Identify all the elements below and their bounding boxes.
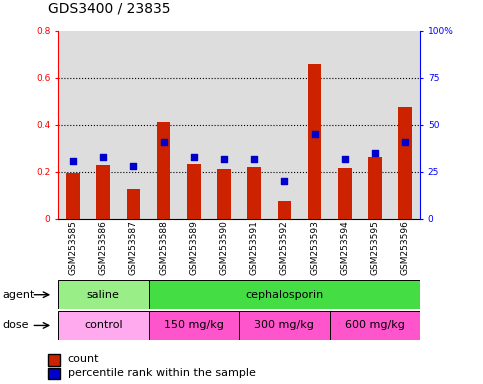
Point <box>250 156 258 162</box>
Point <box>160 139 168 145</box>
Bar <box>360 31 390 219</box>
Point <box>99 154 107 160</box>
Text: cephalosporin: cephalosporin <box>245 290 324 300</box>
Bar <box>66 173 80 219</box>
Bar <box>217 169 231 219</box>
Text: GDS3400 / 23835: GDS3400 / 23835 <box>48 2 171 15</box>
Text: count: count <box>68 354 99 364</box>
Point <box>281 178 288 184</box>
Text: 600 mg/kg: 600 mg/kg <box>345 320 405 331</box>
Bar <box>308 64 321 219</box>
Bar <box>58 280 149 309</box>
Bar <box>187 164 200 219</box>
Point <box>129 163 137 169</box>
Bar <box>209 31 239 219</box>
Bar <box>398 107 412 219</box>
Bar <box>88 31 118 219</box>
Bar <box>58 31 88 219</box>
Bar <box>247 167 261 219</box>
Bar <box>330 31 360 219</box>
Point <box>371 150 379 156</box>
Text: 300 mg/kg: 300 mg/kg <box>255 320 314 331</box>
Point <box>341 156 349 162</box>
Point <box>220 156 228 162</box>
Bar <box>149 280 420 309</box>
Bar <box>390 31 420 219</box>
Bar <box>299 31 330 219</box>
Bar <box>270 31 299 219</box>
Point <box>311 131 318 137</box>
Bar <box>368 157 382 219</box>
Text: saline: saline <box>87 290 120 300</box>
Bar <box>118 31 149 219</box>
Bar <box>239 311 330 340</box>
Bar <box>58 311 149 340</box>
Bar <box>179 31 209 219</box>
Text: dose: dose <box>2 320 29 331</box>
Text: 150 mg/kg: 150 mg/kg <box>164 320 224 331</box>
Point <box>190 154 198 160</box>
Text: agent: agent <box>2 290 35 300</box>
Point <box>401 139 409 145</box>
Bar <box>338 168 352 219</box>
Bar <box>127 189 140 219</box>
Bar <box>157 122 170 219</box>
Bar <box>329 311 420 340</box>
Bar <box>97 165 110 219</box>
Bar <box>239 31 270 219</box>
Text: percentile rank within the sample: percentile rank within the sample <box>68 368 256 378</box>
Bar <box>149 31 179 219</box>
Point <box>69 157 77 164</box>
Bar <box>278 201 291 219</box>
Text: control: control <box>84 320 123 331</box>
Bar <box>149 311 239 340</box>
